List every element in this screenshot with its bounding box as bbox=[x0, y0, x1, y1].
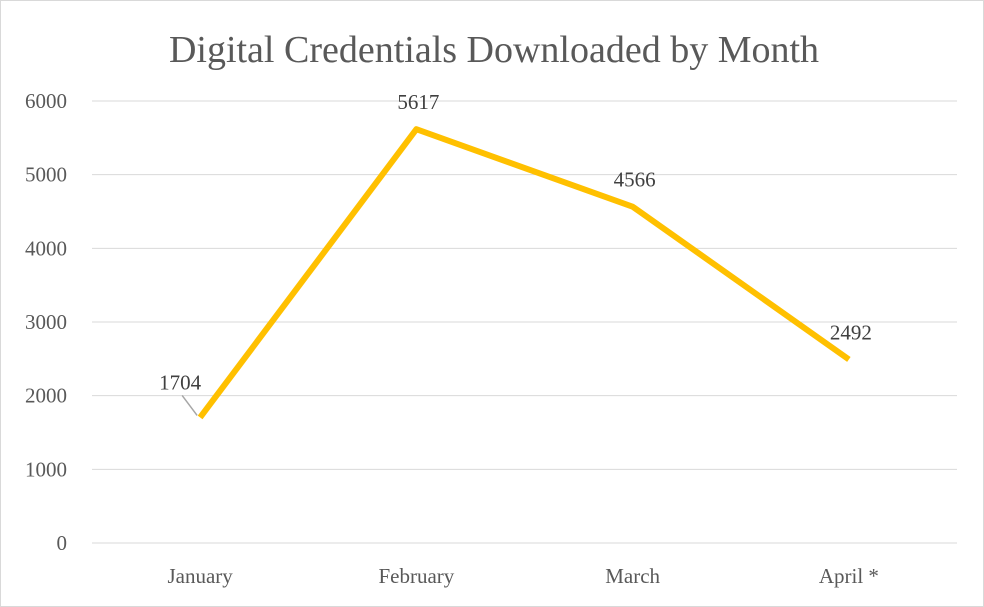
series-layer bbox=[197, 126, 852, 420]
data-point bbox=[630, 204, 636, 210]
data-label: 2492 bbox=[830, 320, 872, 344]
x-axis-ticks: January February March April * bbox=[167, 564, 878, 588]
y-tick-label: 6000 bbox=[25, 89, 67, 113]
data-label: 4566 bbox=[614, 168, 656, 192]
y-tick-label: 0 bbox=[57, 531, 68, 555]
y-tick-label: 4000 bbox=[25, 236, 67, 260]
y-tick-label: 3000 bbox=[25, 310, 67, 334]
data-label: 5617 bbox=[397, 90, 439, 114]
y-tick-label: 2000 bbox=[25, 384, 67, 408]
y-tick-label: 5000 bbox=[25, 163, 67, 187]
y-axis-ticks: 0 1000 2000 3000 4000 5000 6000 bbox=[25, 89, 67, 555]
series-line bbox=[197, 126, 851, 420]
data-label: 1704 bbox=[159, 370, 202, 394]
x-tick-label: January bbox=[167, 564, 233, 588]
data-label-leader bbox=[181, 395, 198, 416]
data-point bbox=[197, 414, 203, 420]
x-tick-label: February bbox=[378, 564, 454, 588]
y-tick-label: 1000 bbox=[25, 457, 67, 481]
data-labels: 1704 5617 4566 2492 bbox=[159, 90, 872, 416]
data-point bbox=[413, 126, 419, 132]
x-tick-label: April * bbox=[819, 564, 879, 588]
chart-title: Digital Credentials Downloaded by Month bbox=[169, 29, 819, 71]
gridlines bbox=[92, 100, 957, 544]
x-tick-label: March bbox=[605, 564, 660, 588]
data-point bbox=[846, 356, 852, 362]
